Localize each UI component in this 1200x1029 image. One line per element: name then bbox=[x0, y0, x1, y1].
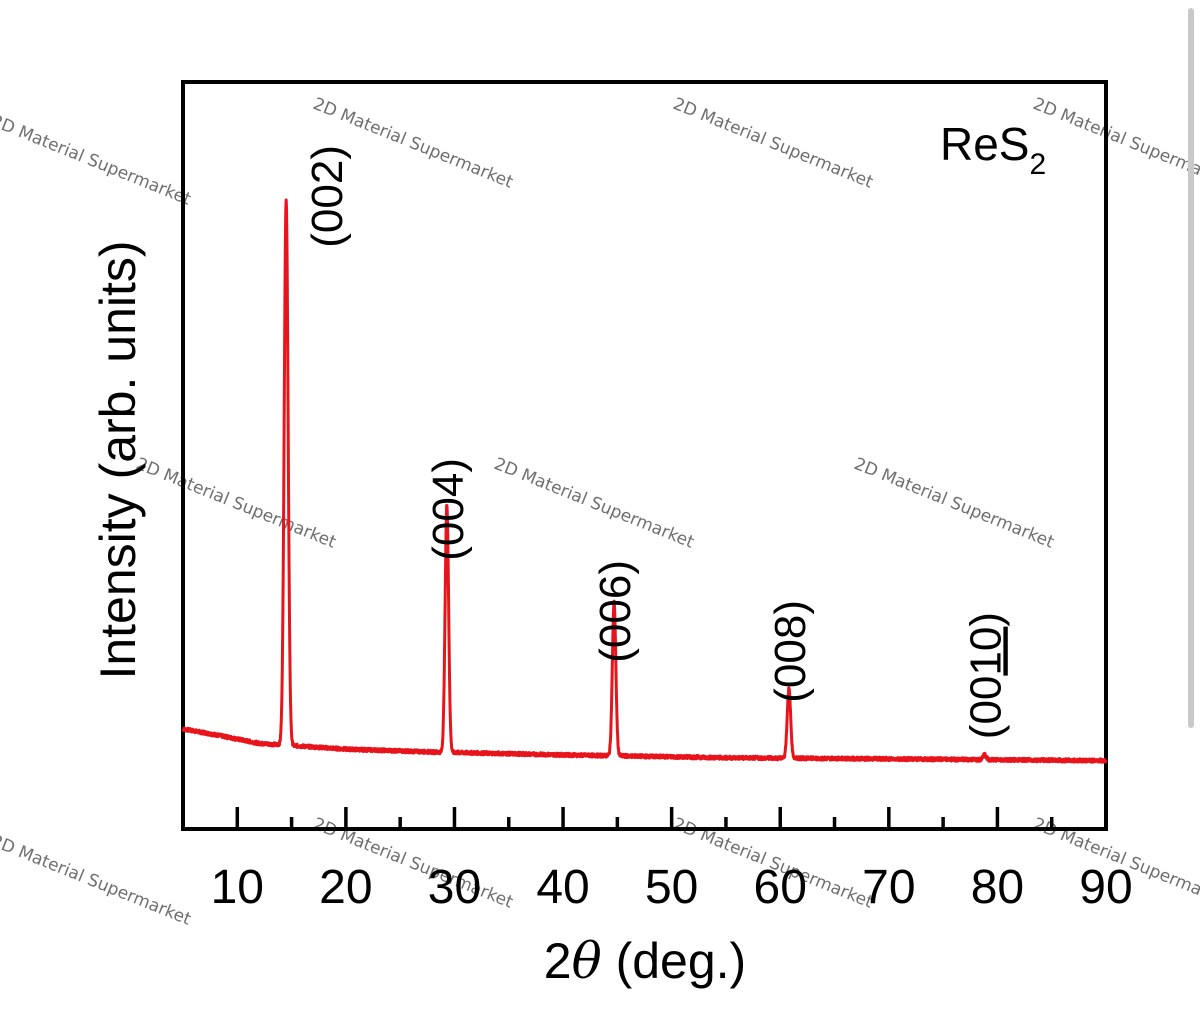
plot-area bbox=[181, 80, 1108, 831]
x-tick-label: 90 bbox=[1079, 861, 1132, 914]
watermark-text: 2D Material Supermarket bbox=[851, 454, 1057, 553]
peak-label-text: (0010) bbox=[961, 612, 1010, 739]
xrd-pattern-line bbox=[181, 198, 1108, 764]
x-tick-label: 30 bbox=[428, 861, 481, 914]
x-tick-label: 60 bbox=[754, 861, 807, 914]
peak-label-004: (004) bbox=[424, 458, 473, 561]
watermark-text: 2D Material Supermarket bbox=[133, 454, 339, 553]
x-tick-label: 70 bbox=[862, 861, 915, 914]
peak-label-0010: (0010) bbox=[961, 612, 1010, 739]
watermark-text: 2D Material Supermarket bbox=[0, 831, 194, 930]
chart-labels: 10 20 30 40 50 60 70 80 90 (002) (004) (006) (008) (0… bbox=[90, 118, 1133, 990]
peak-label-006: (006) bbox=[591, 560, 640, 663]
peak-label-008: (008) bbox=[766, 600, 815, 703]
x-tick-label: 20 bbox=[319, 861, 372, 914]
y-axis-label-group: Intensity (arb. units) bbox=[90, 240, 146, 679]
watermark-text: 2D Material Supermarket bbox=[670, 94, 876, 193]
x-tick-label: 50 bbox=[645, 861, 698, 914]
peak-label-text: (004) bbox=[424, 458, 473, 561]
scrollbar[interactable] bbox=[1188, 8, 1194, 728]
watermark-layer: 2D Material Supermarket 2D Material Super… bbox=[0, 94, 1200, 930]
watermark-text: 2D Material Supermarket bbox=[491, 454, 697, 553]
x-tick-label: 80 bbox=[971, 861, 1024, 914]
peak-label-text: (008) bbox=[766, 600, 815, 703]
peak-label-text: (006) bbox=[591, 560, 640, 663]
x-tick-label: 40 bbox=[536, 861, 589, 914]
x-axis-label: 2θ (deg.) bbox=[544, 932, 746, 990]
plot-frame bbox=[181, 80, 1108, 831]
sample-label: ReS2 bbox=[940, 118, 1046, 181]
x-tick-label: 10 bbox=[211, 861, 264, 914]
watermark-text: 2D Material Supermarket bbox=[0, 111, 194, 210]
watermark-text: 2D Material Supermarket bbox=[1030, 94, 1200, 193]
y-axis-label: Intensity (arb. units) bbox=[90, 240, 146, 679]
peak-label-text: (002) bbox=[303, 145, 352, 248]
peak-label-002: (002) bbox=[303, 145, 352, 248]
